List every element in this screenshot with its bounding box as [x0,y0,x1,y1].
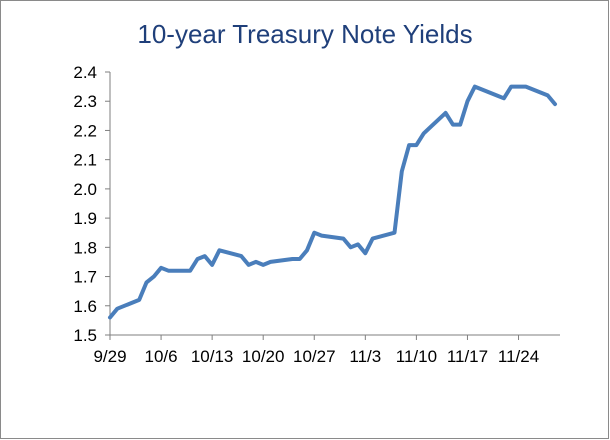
x-tick-label: 11/17 [447,347,488,366]
chart-axes: 1.5 1.6 1.7 1.8 1.9 2.0 2.1 2.2 2.3 2.4 9/29 10/6 10… [73,63,560,366]
y-tick-label: 2.1 [73,151,97,170]
x-tick-label: 10/20 [242,347,285,366]
y-tick-label: 2.3 [73,92,97,111]
x-tick-label: 11/3 [349,347,381,366]
x-tick-label: 10/27 [293,347,336,366]
y-tick-label: 1.9 [73,209,97,228]
y-tick-label: 1.7 [73,268,97,287]
y-tick-label: 2.2 [73,121,97,140]
x-tick-label: 10/13 [191,347,234,366]
x-tick-label: 10/6 [145,347,178,366]
y-tick-label: 1.6 [73,297,97,316]
x-tick-label: 11/10 [396,347,437,366]
x-tick-label: 9/29 [93,347,126,366]
y-tick-label: 1.8 [73,238,97,257]
y-tick-label: 2.4 [73,63,97,82]
y-tick-label: 2.0 [73,180,97,199]
x-tick-label: 11/24 [498,347,539,366]
series-line [108,84,557,320]
chart-title: 10-year Treasury Note Yields [137,19,472,49]
chart-plot [108,84,557,320]
y-tick-label: 1.5 [73,326,97,345]
